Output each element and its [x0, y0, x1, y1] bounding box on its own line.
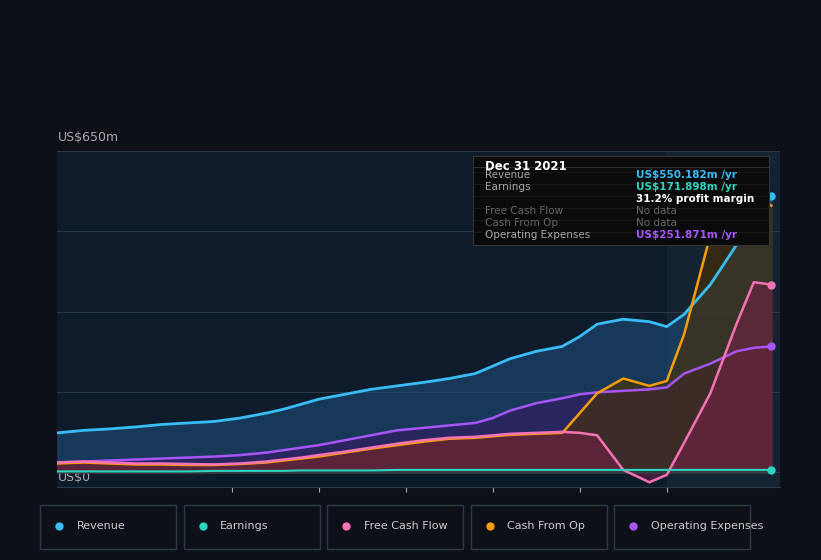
Text: Operating Expenses: Operating Expenses [651, 521, 763, 531]
Text: Free Cash Flow: Free Cash Flow [364, 521, 447, 531]
Text: Operating Expenses: Operating Expenses [484, 230, 590, 240]
Text: Revenue: Revenue [484, 170, 530, 180]
Text: Cash From Op: Cash From Op [507, 521, 585, 531]
Bar [667, 151, 780, 487]
Text: No data: No data [635, 218, 677, 228]
Text: 31.2% profit margin: 31.2% profit margin [635, 194, 754, 204]
Text: Cash From Op: Cash From Op [484, 218, 557, 228]
Text: US$251.871m /yr: US$251.871m /yr [635, 230, 736, 240]
Text: Revenue: Revenue [76, 521, 126, 531]
Text: US$650m: US$650m [57, 132, 118, 144]
Text: Dec 31 2021: Dec 31 2021 [484, 160, 566, 173]
Text: US$171.898m /yr: US$171.898m /yr [635, 183, 736, 192]
Text: Earnings: Earnings [484, 183, 530, 192]
Text: No data: No data [635, 206, 677, 216]
Text: Free Cash Flow: Free Cash Flow [484, 206, 563, 216]
Text: US$550.182m /yr: US$550.182m /yr [635, 170, 736, 180]
Text: US$0: US$0 [57, 471, 90, 484]
Text: Earnings: Earnings [220, 521, 268, 531]
